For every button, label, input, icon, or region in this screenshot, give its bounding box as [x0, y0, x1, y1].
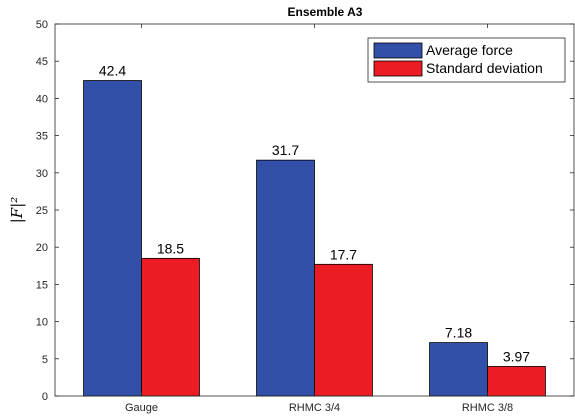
y-ticks-group: 0 5 10 15 20 25 30 35 40 45 50 [36, 19, 574, 403]
legend-swatch-1 [373, 60, 423, 77]
y-tick-label: 25 [36, 205, 48, 217]
data-label-1-0: 18.5 [157, 240, 184, 256]
x-tick-label: RHMC 3/8 [462, 402, 513, 414]
bars-group [83, 80, 546, 397]
data-label-0-1: 31.7 [272, 142, 299, 158]
bar-standard-deviation-1 [314, 263, 373, 397]
x-tick-label: RHMC 3/4 [289, 402, 340, 414]
bar-average-force-0 [83, 80, 142, 397]
chart-title: Ensemble A3 [288, 5, 363, 19]
bar-standard-deviation-2 [487, 366, 546, 397]
y-tick-label: 10 [36, 317, 48, 329]
data-label-0-0: 42.4 [99, 63, 126, 79]
legend-label-1: Standard deviation [426, 60, 543, 76]
y-tick-label: 0 [42, 391, 48, 403]
y-tick-label: 35 [36, 131, 48, 143]
y-tick-label: 15 [36, 279, 48, 291]
x-ticks-group: Gauge RHMC 3/4 RHMC 3/8 [125, 24, 513, 414]
y-tick-label: 45 [36, 56, 48, 68]
y-tick-label: 50 [36, 19, 48, 31]
legend: Average force Standard deviation [367, 37, 566, 83]
legend-swatch-0 [373, 42, 423, 59]
y-tick-label: 40 [36, 93, 48, 105]
data-label-1-2: 3.97 [503, 348, 530, 364]
legend-label-0: Average force [426, 42, 513, 58]
bar-average-force-2 [429, 342, 488, 397]
y-tick-label: 20 [36, 242, 48, 254]
y-tick-label: 30 [36, 168, 48, 180]
y-axis-label: |F|² [8, 197, 26, 224]
bar-average-force-1 [256, 159, 315, 397]
data-label-0-2: 7.18 [445, 325, 472, 341]
bar-standard-deviation-0 [141, 257, 200, 397]
data-label-1-1: 17.7 [330, 246, 357, 262]
data-labels-group: 42.4 18.5 31.7 17.7 7.18 3.97 [99, 63, 530, 365]
y-tick-label: 5 [42, 354, 48, 366]
x-tick-label: Gauge [125, 402, 158, 414]
